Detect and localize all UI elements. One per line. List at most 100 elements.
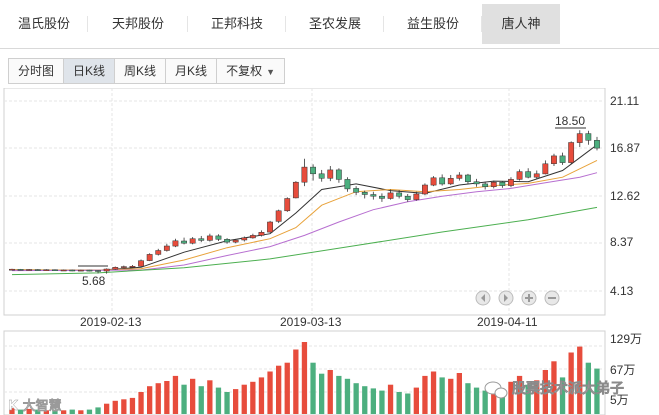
tab-intraday[interactable]: 分时图 bbox=[9, 59, 65, 83]
zoom-out-icon[interactable] bbox=[544, 290, 560, 306]
volume-bar bbox=[258, 377, 265, 414]
volume-bar bbox=[525, 384, 531, 414]
volume-bar bbox=[508, 381, 514, 414]
stock-tab-zhengbang[interactable]: 正邦科技 bbox=[188, 4, 286, 44]
candle-body bbox=[198, 238, 205, 241]
candle bbox=[490, 180, 497, 189]
candle bbox=[318, 169, 325, 182]
candle-body bbox=[138, 260, 144, 267]
volume-bar bbox=[534, 380, 540, 414]
candle bbox=[206, 233, 213, 242]
zoom-in-icon[interactable] bbox=[521, 290, 537, 306]
candle bbox=[275, 209, 282, 224]
candle-body bbox=[26, 269, 33, 271]
tab-weekly-k[interactable]: 周K线 bbox=[115, 59, 167, 83]
candle-body bbox=[310, 166, 316, 175]
back-icon[interactable] bbox=[475, 290, 491, 306]
volume-bar bbox=[327, 370, 333, 414]
candle bbox=[576, 130, 583, 147]
candle-body bbox=[396, 192, 403, 197]
candle bbox=[52, 269, 58, 271]
candle-body bbox=[490, 181, 497, 187]
candle-body bbox=[292, 181, 299, 199]
candle bbox=[344, 177, 351, 192]
candle bbox=[129, 265, 136, 268]
volume-bar bbox=[172, 375, 179, 414]
candle bbox=[26, 269, 33, 271]
volume-bar bbox=[413, 387, 419, 414]
stock-tab-tianbang[interactable]: 天邦股份 bbox=[88, 4, 188, 44]
volume-bar bbox=[69, 409, 75, 414]
candle bbox=[473, 178, 480, 187]
candle bbox=[86, 269, 93, 272]
volume-tick-0: 129万 bbox=[610, 332, 642, 346]
volume-bar bbox=[310, 362, 316, 414]
date-label-1: 2019-03-13 bbox=[280, 315, 342, 329]
volume-bar bbox=[473, 387, 480, 414]
candle bbox=[422, 183, 428, 196]
forward-icon[interactable] bbox=[498, 290, 514, 306]
candle bbox=[292, 181, 299, 199]
candle bbox=[17, 268, 24, 271]
candle-body bbox=[146, 254, 153, 261]
tab-monthly-k[interactable]: 月K线 bbox=[166, 59, 218, 83]
volume-bar bbox=[491, 384, 497, 414]
volume-bar bbox=[336, 375, 342, 414]
chevron-down-icon: ▼ bbox=[266, 67, 275, 77]
candle-body bbox=[525, 171, 532, 178]
candle bbox=[301, 158, 308, 187]
price-tick-4: 4.13 bbox=[610, 284, 634, 298]
candle-body bbox=[344, 179, 351, 190]
candle bbox=[43, 269, 50, 271]
volume-bar bbox=[542, 370, 548, 414]
kline-chart[interactable]: 21.11 16.87 12.62 8.37 4.13 18.50 5.68 2… bbox=[0, 88, 659, 415]
volume-bar bbox=[379, 390, 385, 414]
watermark-right: 股票技术派大弟子 bbox=[512, 380, 624, 397]
candle-body bbox=[258, 232, 265, 236]
volume-bar bbox=[78, 410, 84, 414]
candle bbox=[585, 130, 592, 145]
candle bbox=[69, 269, 76, 272]
candle bbox=[181, 237, 187, 245]
stock-tab-shengnong[interactable]: 圣农发展 bbox=[286, 4, 384, 44]
volume-bar bbox=[215, 387, 222, 414]
candle-body bbox=[241, 237, 248, 241]
candle-body bbox=[120, 266, 127, 268]
volume-bar bbox=[284, 362, 290, 414]
volume-tick-2: 5万 bbox=[610, 393, 629, 407]
candle bbox=[439, 174, 446, 186]
stock-tab-tangrenshen[interactable]: 唐人神 bbox=[482, 4, 560, 44]
tab-daily-k[interactable]: 日K线 bbox=[64, 59, 116, 83]
volume-bar bbox=[224, 392, 230, 414]
candle bbox=[482, 181, 489, 190]
volume-tick-1: 67万 bbox=[610, 363, 635, 377]
candle-body bbox=[77, 269, 84, 272]
candle-body bbox=[585, 133, 592, 141]
volume-bar bbox=[95, 407, 101, 414]
volume-bar bbox=[516, 375, 523, 414]
stock-tab-wens[interactable]: 温氏股份 bbox=[0, 4, 88, 44]
volume-bar bbox=[129, 397, 136, 414]
volume-bar bbox=[17, 409, 24, 414]
date-label-0: 2019-02-13 bbox=[80, 315, 142, 329]
adjust-dropdown[interactable]: 不复权 ▼ bbox=[217, 59, 284, 83]
volume-bar bbox=[138, 392, 144, 414]
volume-bar bbox=[448, 378, 454, 414]
candle-body bbox=[594, 140, 600, 149]
candle-body bbox=[284, 198, 291, 212]
volume-bars bbox=[9, 342, 600, 414]
volume-bar bbox=[35, 409, 41, 414]
candle bbox=[9, 268, 15, 271]
candle-body bbox=[430, 177, 437, 186]
volume-bar bbox=[112, 400, 118, 414]
stock-tab-yisheng[interactable]: 益生股份 bbox=[384, 4, 482, 44]
candle bbox=[447, 174, 454, 186]
volume-bar bbox=[164, 381, 170, 414]
candle-body bbox=[172, 240, 179, 247]
stock-tab-bar: 温氏股份 天邦股份 正邦科技 圣农发展 益生股份 唐人神 bbox=[0, 0, 659, 49]
candle-body bbox=[232, 239, 239, 243]
candle bbox=[542, 160, 549, 175]
candle-body bbox=[533, 173, 540, 178]
candle bbox=[525, 168, 532, 179]
candle-body bbox=[465, 174, 471, 182]
